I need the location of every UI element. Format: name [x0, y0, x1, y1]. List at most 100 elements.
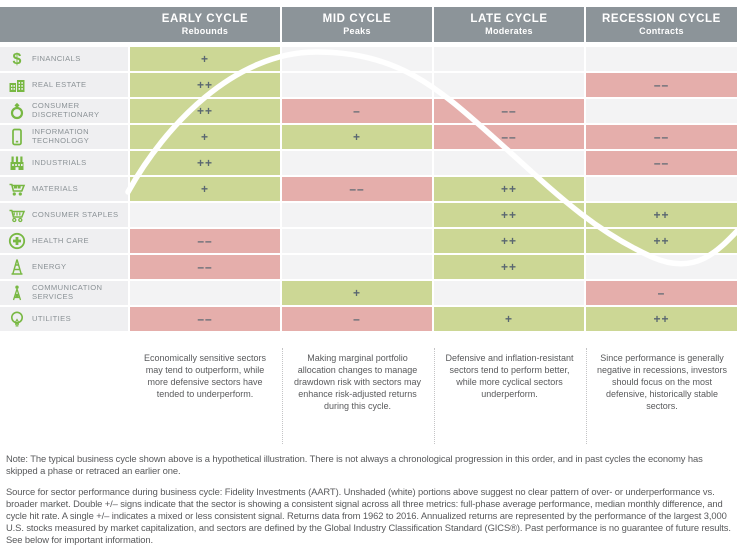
header-late-cycle: LATE CYCLE Moderates — [434, 7, 584, 42]
oil-derrick-icon — [7, 258, 26, 276]
phase-subtitle: Contracts — [639, 25, 684, 36]
cart-outline-icon — [7, 206, 26, 224]
early-cycle-description: Economically sensitive sectors may tend … — [143, 353, 267, 399]
sector-label-cell: ENERGY — [0, 255, 128, 279]
matrix-cell: + — [282, 125, 432, 149]
matrix-cell — [130, 203, 280, 227]
matrix-cell: + — [130, 177, 280, 201]
table-row: $ FINANCIALS + — [0, 47, 737, 71]
matrix-cell: –– — [130, 255, 280, 279]
header-recession-cycle: RECESSION CYCLE Contracts — [586, 7, 737, 42]
phase-title: LATE CYCLE — [470, 12, 548, 25]
matrix-cell: – — [282, 99, 432, 123]
svg-text:$: $ — [12, 51, 21, 68]
matrix-cell: ++ — [130, 151, 280, 175]
phase-subtitle: Peaks — [343, 25, 371, 36]
sector-matrix: $ FINANCIALS + REAL ESTATE ++ –– CONSUMER DISC… — [0, 47, 737, 331]
matrix-cell: ++ — [434, 177, 584, 201]
matrix-cell: ++ — [130, 73, 280, 97]
matrix-cell: ++ — [586, 229, 737, 253]
table-row: UTILITIES –– – + ++ — [0, 307, 737, 331]
matrix-cell: –– — [586, 151, 737, 175]
sector-label-cell: UTILITIES — [0, 307, 128, 331]
matrix-cell — [434, 151, 584, 175]
matrix-cell — [586, 255, 737, 279]
lightbulb-icon — [7, 310, 26, 328]
sector-label-cell: MATERIALS — [0, 177, 128, 201]
matrix-cell — [282, 229, 432, 253]
sector-label-cell: CONSUMER DISCRETIONARY — [0, 99, 128, 123]
radio-tower-icon — [7, 284, 26, 302]
phase-title: MID CYCLE — [322, 12, 392, 25]
matrix-cell: –– — [434, 99, 584, 123]
sector-name: UTILITIES — [32, 313, 72, 323]
phase-title: EARLY CYCLE — [161, 12, 249, 25]
matrix-cell: ++ — [130, 99, 280, 123]
matrix-cell — [282, 47, 432, 71]
phase-subtitle: Rebounds — [181, 25, 229, 36]
cycle-phase-header: EARLY CYCLE Rebounds MID CYCLE Peaks LAT… — [0, 7, 737, 42]
ring-icon — [7, 102, 26, 120]
recession-cycle-description: Since performance is generally negative … — [586, 348, 737, 444]
matrix-cell — [434, 281, 584, 305]
sector-label-cell: REAL ESTATE — [0, 73, 128, 97]
buildings-icon — [7, 76, 26, 94]
matrix-cell: –– — [130, 307, 280, 331]
matrix-cell — [282, 255, 432, 279]
header-early-cycle: EARLY CYCLE Rebounds — [0, 7, 280, 42]
table-row: HEALTH CARE –– ++ ++ — [0, 229, 737, 253]
description-spacer — [0, 348, 128, 444]
sector-name: FINANCIALS — [32, 53, 81, 63]
table-row: REAL ESTATE ++ –– — [0, 73, 737, 97]
table-row: INFORMATION TECHNOLOGY + + –– –– — [0, 125, 737, 149]
matrix-cell: –– — [586, 73, 737, 97]
matrix-cell — [434, 73, 584, 97]
matrix-cell: + — [130, 125, 280, 149]
header-mid-cycle: MID CYCLE Peaks — [282, 7, 432, 42]
matrix-cell: – — [282, 307, 432, 331]
matrix-cell: + — [434, 307, 584, 331]
table-row: INDUSTRIALS ++ –– — [0, 151, 737, 175]
sector-label-cell: INFORMATION TECHNOLOGY — [0, 125, 128, 149]
health-cross-icon — [7, 232, 26, 250]
matrix-cell: –– — [586, 125, 737, 149]
matrix-cell — [282, 151, 432, 175]
matrix-cell: + — [282, 281, 432, 305]
matrix-cell — [586, 177, 737, 201]
sector-label-cell: $ FINANCIALS — [0, 47, 128, 71]
table-row: CONSUMER STAPLES ++ ++ — [0, 203, 737, 227]
matrix-cell: – — [586, 281, 737, 305]
matrix-cell — [282, 73, 432, 97]
factory-icon — [7, 154, 26, 172]
matrix-cell — [434, 47, 584, 71]
phase-subtitle: Moderates — [485, 25, 533, 36]
late-cycle-description: Defensive and inflation-resistant sector… — [434, 348, 584, 444]
sector-label-cell: CONSUMER STAPLES — [0, 203, 128, 227]
note-paragraph: Note: The typical business cycle shown a… — [6, 453, 703, 476]
table-row: MATERIALS + –– ++ — [0, 177, 737, 201]
sector-label-cell: COMMUNICATION SERVICES — [0, 281, 128, 305]
table-row: COMMUNICATION SERVICES + – — [0, 281, 737, 305]
matrix-cell: –– — [130, 229, 280, 253]
sector-name: MATERIALS — [32, 183, 79, 193]
matrix-cell: ++ — [434, 255, 584, 279]
table-row: ENERGY –– ++ — [0, 255, 737, 279]
matrix-cell: ++ — [586, 307, 737, 331]
matrix-cell: –– — [282, 177, 432, 201]
source-paragraph: Source for sector performance during bus… — [6, 485, 731, 545]
sector-name: COMMUNICATION SERVICES — [32, 283, 103, 301]
sector-label-cell: INDUSTRIALS — [0, 151, 128, 175]
matrix-cell: + — [130, 47, 280, 71]
table-row: CONSUMER DISCRETIONARY ++ – –– — [0, 99, 737, 123]
phase-title: RECESSION CYCLE — [602, 12, 721, 25]
sector-label-cell: HEALTH CARE — [0, 229, 128, 253]
matrix-cell — [130, 281, 280, 305]
smartphone-icon — [7, 128, 26, 146]
sector-name: ENERGY — [32, 261, 67, 271]
matrix-cell: ++ — [434, 229, 584, 253]
mid-cycle-description: Making marginal portfolio allocation cha… — [282, 348, 432, 444]
sector-name: CONSUMER DISCRETIONARY — [32, 101, 100, 119]
matrix-cell: ++ — [434, 203, 584, 227]
footnotes: Note: The typical business cycle shown a… — [0, 453, 737, 546]
